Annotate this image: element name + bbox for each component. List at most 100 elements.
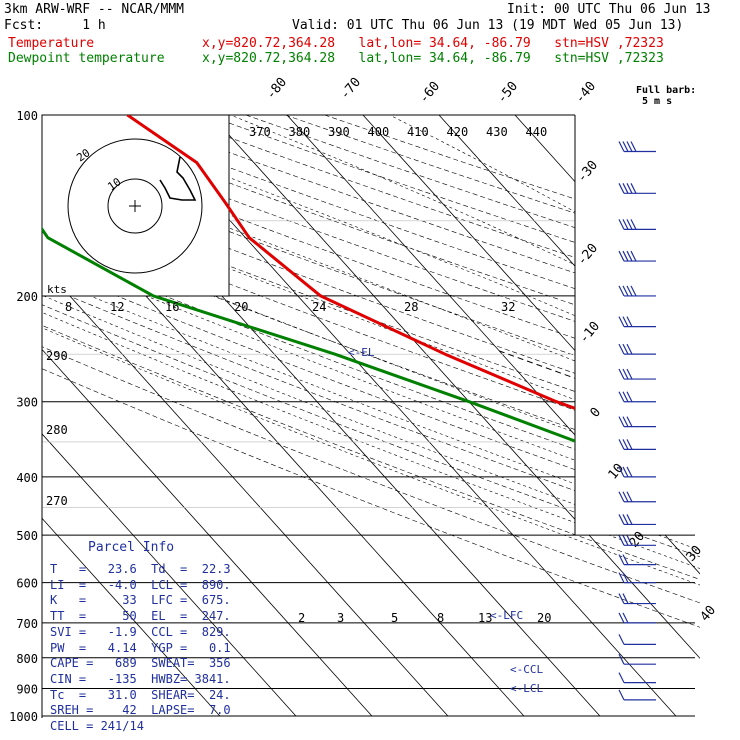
wind-barb-feather	[626, 416, 633, 427]
mixing-ratio-label: 8	[437, 611, 444, 625]
wind-barb-feather	[622, 466, 629, 478]
isotherm-line	[514, 115, 700, 717]
wind-barb-feather	[626, 514, 633, 525]
speed-label: 8	[65, 300, 72, 314]
temperature-location: x,y=820.72,364.28 lat,lon= 34.64, -86.79…	[202, 36, 664, 51]
wind-barb-feather	[630, 141, 637, 152]
moist-adiabat	[42, 115, 700, 717]
mixing-ratio-label: 3	[337, 611, 344, 625]
dewpoint-legend: Dewpoint temperature	[8, 51, 165, 66]
wind-barb-feather	[622, 514, 629, 525]
hodograph-ring-label: 10	[105, 175, 123, 193]
level-marker-label: <-EL	[348, 346, 375, 359]
parcel-info-row: CAPE = 689 SWEAT= 356	[50, 656, 231, 671]
wind-barb-feather	[626, 219, 633, 230]
isotherm-line	[42, 115, 221, 717]
theta-label: 390	[328, 125, 350, 139]
wind-barb-feather	[630, 183, 637, 194]
wind-barb-feather	[626, 535, 633, 546]
mixing-ratio-label: 5	[391, 611, 398, 625]
wind-barb-feather	[630, 219, 637, 230]
wind-barb-feather	[622, 554, 629, 565]
mixing-ratio-label: 20	[537, 611, 551, 625]
pressure-tick-label: 300	[16, 396, 38, 410]
theta-label: 440	[526, 125, 548, 139]
wind-barb-feather	[618, 219, 625, 230]
moist-adiabat	[389, 115, 700, 717]
wind-barb-feather	[622, 391, 629, 403]
wind-barb-feather	[626, 439, 633, 450]
isotherm-label: -20	[575, 241, 602, 269]
isotherm-line	[42, 115, 449, 717]
temperature-legend: Temperature	[8, 36, 95, 51]
speed-label: 20	[234, 300, 248, 314]
pressure-tick-label: 800	[16, 652, 38, 666]
isotherm-line	[42, 115, 373, 717]
init-time: Init: 00 UTC Thu 06 Jun 13	[507, 2, 711, 17]
parcel-info-row: CELL = 241/14	[50, 719, 144, 733]
wind-barb-feather	[622, 491, 629, 502]
isotherm-label: 0	[588, 405, 605, 421]
speed-label: 32	[501, 300, 515, 314]
level-marker-label: <-CCL	[510, 663, 543, 676]
wind-barb-feather	[618, 416, 625, 427]
hodograph: kts 20 10	[41, 114, 230, 297]
wind-barb-feather	[626, 491, 633, 502]
pressure-tick-label: 100	[16, 109, 38, 123]
wind-barb-feather	[630, 250, 637, 262]
theta-label: 370	[249, 125, 271, 139]
wind-barb-feather	[618, 391, 625, 403]
speed-label: 12	[110, 300, 124, 314]
isotherm-label: 40	[698, 603, 720, 625]
parcel-info-row: SREH = 42 LAPSE= 7.0	[50, 703, 231, 718]
wind-barb-feather	[626, 343, 633, 355]
pressure-tick-label: 500	[16, 529, 38, 543]
valid-time: Valid: 01 UTC Thu 06 Jun 13 (19 MDT Wed …	[292, 18, 684, 33]
theta-low-label: 280	[46, 423, 68, 437]
parcel-info-row: SVI = -1.9 CCL = 829.	[50, 624, 231, 639]
isotherm-line	[210, 115, 700, 717]
wind-barb-feather	[618, 368, 625, 380]
parcel-info-row: T = 23.6 Td = 22.3	[50, 562, 231, 576]
isotherm-label: -30	[575, 158, 602, 186]
wind-barb-feather	[618, 572, 625, 583]
forecast-hour: Fcst: 1 h	[4, 18, 106, 33]
isotherm-label: -50	[495, 79, 522, 107]
wind-barb-feather	[626, 391, 633, 403]
wind-barb-feather	[618, 514, 625, 525]
wind-barb-feather	[622, 368, 629, 380]
isotherm-label: 10	[606, 461, 628, 483]
wind-barb-feather	[618, 672, 625, 683]
barb-legend-line1: Full barb:	[636, 85, 696, 96]
parcel-info-row: LI = -4.0 LCL = 890.	[50, 577, 231, 592]
dewpoint-profile	[42, 115, 700, 711]
hodograph-ring-inner	[107, 178, 163, 234]
wind-barb-feather	[622, 572, 629, 583]
hodograph-ring-label: 20	[74, 146, 92, 164]
wind-barb-feather	[618, 316, 625, 327]
hodograph-units: kts	[47, 283, 67, 296]
wind-barb-feather	[618, 285, 625, 297]
wind-barb-feather	[618, 554, 625, 565]
mixing-ratio-label: 13	[478, 611, 492, 625]
parcel-info-row: PW = 4.14 YGP = 0.1	[50, 640, 231, 655]
wind-barb-feather	[618, 466, 625, 478]
wind-barb-feather	[618, 141, 625, 152]
theta-low-label: 270	[46, 494, 68, 508]
wind-barb-feather	[622, 612, 629, 624]
parcel-info-row: K = 33 LFC = 675.	[50, 593, 231, 608]
wind-barb-feather	[626, 250, 633, 262]
wind-barbs	[618, 141, 656, 701]
wind-barb-feather	[618, 183, 625, 194]
isotherm-line	[666, 115, 700, 717]
pressure-tick-label: 700	[16, 617, 38, 631]
wind-barb-feather	[622, 439, 629, 450]
wind-barb-feather	[626, 183, 633, 194]
wind-barb-feather	[618, 593, 625, 604]
moist-adiabat	[230, 115, 700, 717]
mixing-ratio-label: 2	[298, 611, 305, 625]
isotherm-line	[438, 115, 700, 717]
isotherm-label: -60	[417, 79, 444, 107]
dewpoint-location: x,y=820.72,364.28 lat,lon= 34.64, -86.79…	[202, 51, 664, 66]
level-marker-label: <-LFC	[490, 609, 523, 622]
